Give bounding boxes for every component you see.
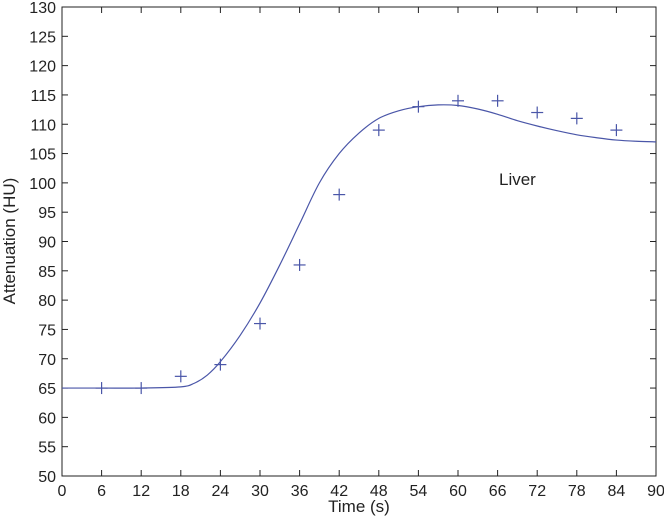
data-point [333, 188, 346, 201]
data-point [531, 106, 544, 119]
x-tick-label: 72 [528, 483, 546, 500]
data-point [254, 317, 266, 330]
x-tick-label: 24 [212, 483, 230, 500]
y-tick-label: 80 [38, 293, 56, 310]
y-tick-label: 105 [29, 147, 56, 164]
x-tick-label: 18 [172, 483, 190, 500]
data-point [570, 112, 583, 125]
y-tick-label: 50 [38, 469, 56, 486]
tick-labels: 0 6 12 18 24 30 36 42 48 54 60 66 72 78 84 90 50 55 60 65 70… [29, 0, 664, 500]
y-tick-label: 60 [38, 410, 56, 427]
x-tick-label: 54 [410, 483, 428, 500]
y-tick-label: 55 [38, 440, 56, 457]
y-tick-label: 115 [30, 88, 56, 105]
y-tick-label: 85 [38, 264, 56, 281]
data-point [412, 100, 425, 113]
x-axis-label: Time (s) [328, 497, 390, 516]
y-tick-label: 110 [30, 117, 56, 134]
y-tick-label: 95 [38, 205, 56, 222]
data-point [95, 382, 108, 395]
data-markers [95, 94, 623, 395]
y-tick-label: 65 [38, 381, 56, 398]
y-tick-label: 130 [29, 0, 56, 17]
y-axis-label: Attenuation (HU) [0, 178, 19, 305]
y-tick-label: 75 [38, 322, 56, 339]
data-point [491, 94, 504, 107]
data-point [610, 124, 623, 137]
y-tick-label: 120 [29, 59, 56, 76]
data-point [135, 382, 148, 395]
y-tick-label: 125 [29, 29, 56, 46]
x-tick-label: 0 [58, 483, 67, 500]
x-tick-label: 36 [291, 483, 309, 500]
y-tick-label: 70 [38, 352, 56, 369]
y-tick-label: 90 [38, 235, 56, 252]
x-tick-label: 90 [647, 483, 664, 500]
series-annotation: Liver [499, 170, 536, 189]
x-tick-label: 78 [568, 483, 586, 500]
data-point [372, 124, 385, 137]
data-point [214, 358, 227, 371]
data-point [174, 370, 187, 383]
data-point [452, 94, 464, 107]
x-tick-label: 48 [370, 483, 388, 500]
x-tick-label: 6 [97, 483, 106, 500]
fit-curve [62, 104, 657, 389]
x-tick-label: 42 [330, 483, 348, 500]
y-tick-label: 100 [29, 176, 56, 193]
plot-area [61, 6, 657, 477]
x-tick-label: 12 [132, 483, 150, 500]
data-point [293, 258, 306, 271]
x-tick-label: 30 [251, 483, 269, 500]
x-tick-label: 84 [608, 483, 626, 500]
x-tick-label: 66 [489, 483, 507, 500]
x-tick-label: 60 [449, 483, 467, 500]
